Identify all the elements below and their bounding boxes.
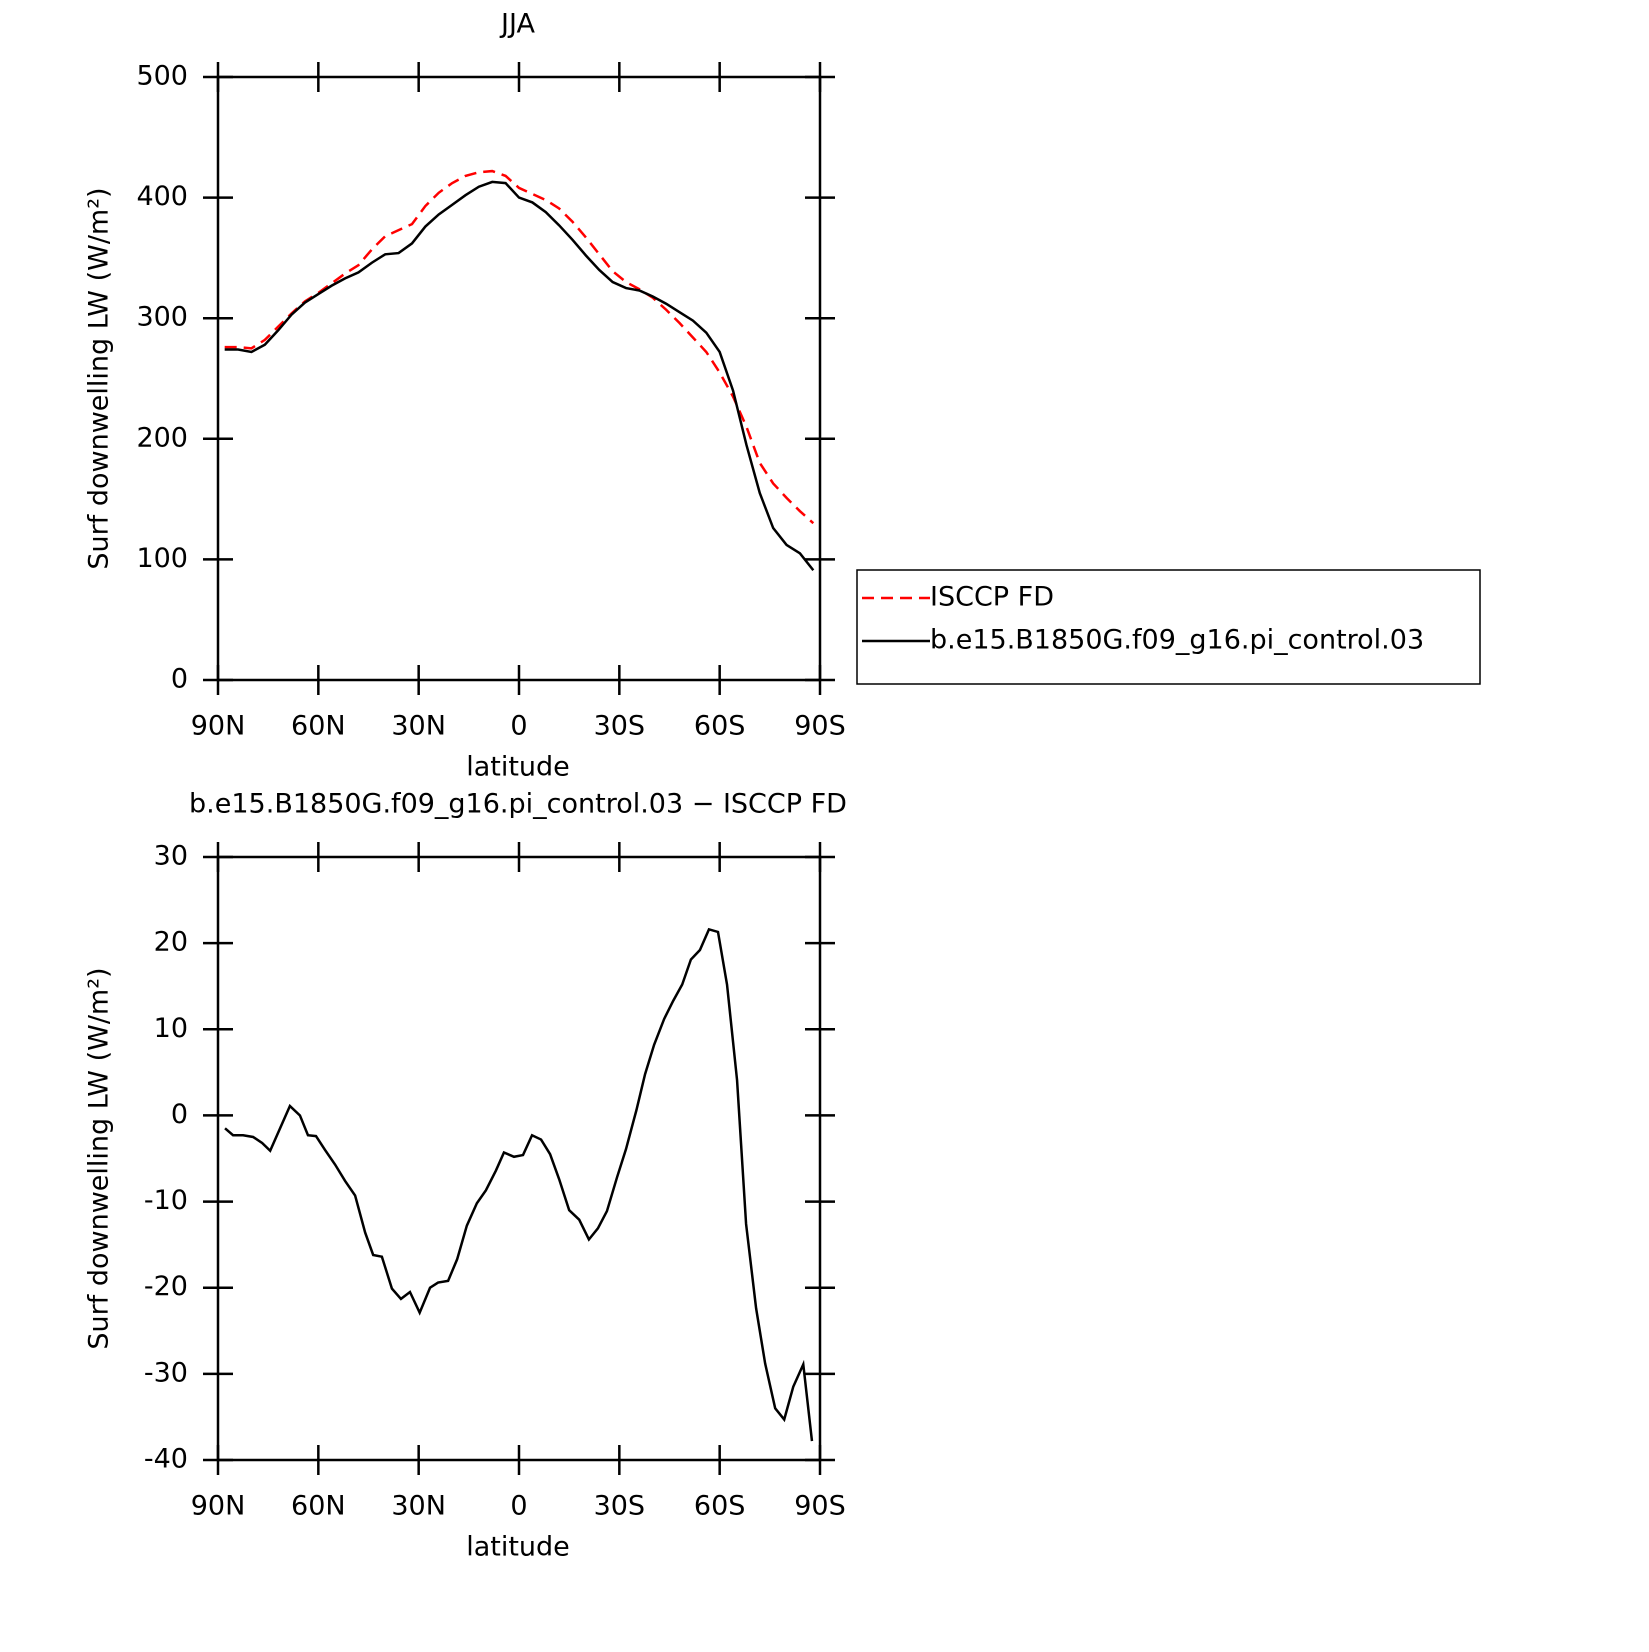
x-axis-label: latitude [466, 752, 570, 783]
x-tick-label: 90S [794, 1491, 846, 1522]
y-tick-label: 10 [154, 1013, 188, 1044]
y-tick-label: 30 [154, 841, 188, 872]
x-tick-label: 60S [694, 711, 746, 742]
chart-title: JJA [499, 9, 535, 40]
x-tick-label: 60N [291, 1491, 346, 1522]
y-tick-label: 500 [136, 61, 188, 92]
data-line [224, 927, 814, 1442]
y-tick-label: 100 [136, 543, 188, 574]
x-tick-label: 90S [794, 711, 846, 742]
x-tick-label: 30N [391, 711, 446, 742]
x-tick-label: 30S [594, 1491, 646, 1522]
x-tick-label: 90N [191, 1491, 246, 1522]
legend-label: ISCCP FD [930, 582, 1054, 613]
x-tick-label: 60S [694, 1491, 746, 1522]
chart-title: b.e15.B1850G.f09_g16.pi_control.03 − ISC… [189, 789, 847, 820]
y-axis-label: Surf downwelling LW (W/m²) [84, 187, 115, 569]
y-tick-label: -40 [144, 1444, 188, 1475]
y-tick-label: 400 [136, 181, 188, 212]
legend-box [856, 569, 1481, 685]
x-tick-label: 60N [291, 711, 346, 742]
y-tick-label: 0 [171, 664, 188, 695]
y-tick-label: -20 [144, 1271, 188, 1302]
x-tick-label: 0 [510, 711, 527, 742]
x-tick-label: 30S [594, 711, 646, 742]
x-tick-label: 30N [391, 1491, 446, 1522]
x-axis-label: latitude [466, 1532, 570, 1563]
y-tick-label: 300 [136, 302, 188, 333]
data-line [224, 180, 815, 572]
y-tick-label: -30 [144, 1357, 188, 1388]
x-tick-label: 90N [191, 711, 246, 742]
data-line [224, 169, 815, 525]
y-tick-label: 200 [136, 422, 188, 453]
y-tick-label: -10 [144, 1185, 188, 1216]
y-axis-label: Surf downwelling LW (W/m²) [84, 967, 115, 1349]
y-tick-label: 0 [171, 1099, 188, 1130]
x-tick-label: 0 [510, 1491, 527, 1522]
y-tick-label: 20 [154, 927, 188, 958]
legend-label: b.e15.B1850G.f09_g16.pi_control.03 [930, 625, 1424, 656]
plot-frame [216, 855, 822, 1462]
